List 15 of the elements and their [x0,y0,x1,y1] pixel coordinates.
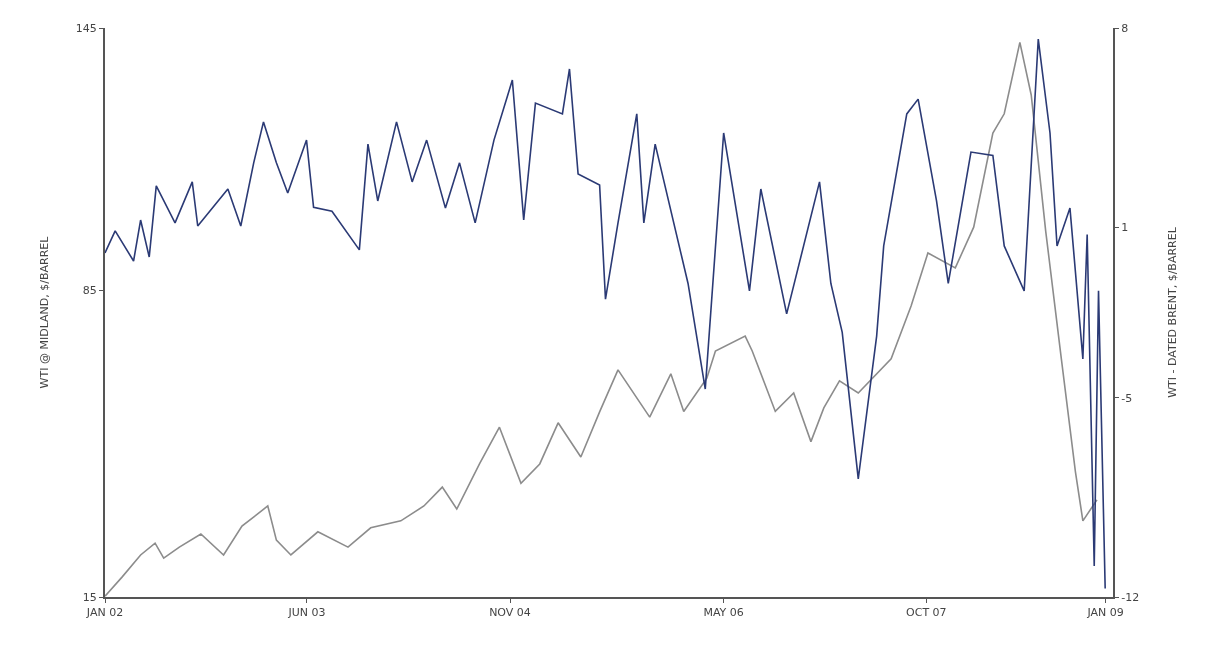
y2-tick-label: 8 [1121,21,1129,35]
y-tick-label: 15 [82,590,97,604]
x-tick-label: JAN 02 [85,606,124,620]
y2-tick-label: -12 [1121,590,1140,604]
y2-tick-label: -5 [1121,391,1133,405]
y-tick-label: 145 [75,21,97,35]
y2-tick-label: 1 [1121,221,1129,234]
y-axis-title: WTI @ MIDLAND, $/BARREL [37,235,51,389]
x-tick-label: NOV 04 [489,606,531,620]
x-tick-label: MAY 06 [703,606,744,620]
y2-axis-title: WTI - DATED BRENT, $/BARREL [1165,226,1179,398]
x-tick-label: JUN 03 [287,606,326,620]
y-tick-label: 85 [82,284,97,298]
x-tick-label: OCT 07 [906,606,947,620]
x-tick-label: JAN 09 [1086,606,1124,620]
